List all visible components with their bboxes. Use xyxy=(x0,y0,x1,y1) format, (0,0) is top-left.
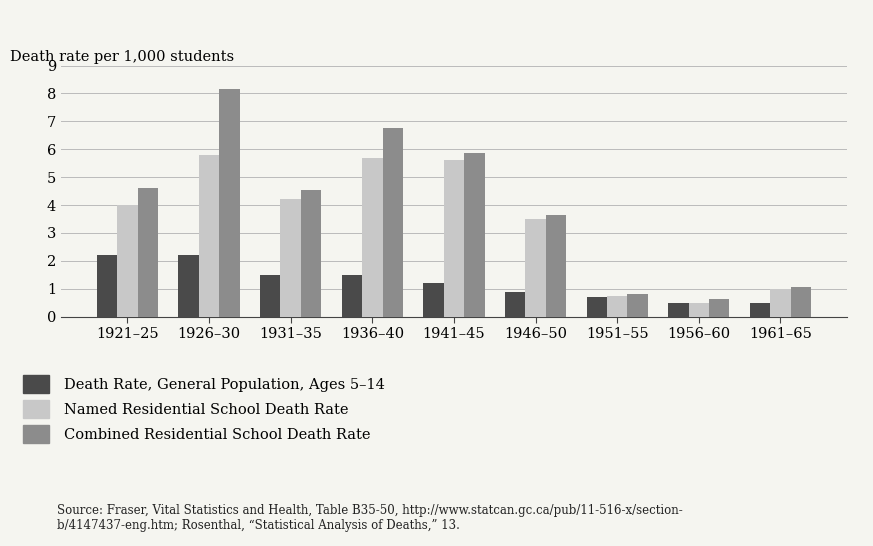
Bar xyxy=(750,302,770,317)
Bar xyxy=(362,158,382,317)
Text: Death rate per 1,000 students: Death rate per 1,000 students xyxy=(10,50,234,64)
Bar xyxy=(280,199,301,317)
Bar xyxy=(587,297,607,317)
Bar xyxy=(260,275,280,317)
Bar xyxy=(178,256,199,317)
Bar xyxy=(546,215,567,317)
Legend: Death Rate, General Population, Ages 5–14, Named Residential School Death Rate, : Death Rate, General Population, Ages 5–1… xyxy=(17,369,391,449)
Bar xyxy=(199,155,219,317)
Text: Source: Fraser, Vital Statistics and Health, Table B35-50, http://www.statcan.gc: Source: Fraser, Vital Statistics and Hea… xyxy=(57,505,683,532)
Bar xyxy=(607,296,628,317)
Bar xyxy=(628,294,648,317)
Bar xyxy=(138,188,158,317)
Bar xyxy=(423,283,443,317)
Bar xyxy=(526,219,546,317)
Bar xyxy=(301,189,321,317)
Bar xyxy=(505,292,526,317)
Bar xyxy=(770,289,791,317)
Bar xyxy=(117,205,138,317)
Bar xyxy=(689,302,709,317)
Bar xyxy=(382,128,403,317)
Bar xyxy=(709,299,730,317)
Bar xyxy=(443,161,464,317)
Bar xyxy=(219,89,240,317)
Bar xyxy=(464,153,485,317)
Bar xyxy=(97,256,117,317)
Bar xyxy=(341,275,362,317)
Bar xyxy=(791,287,811,317)
Bar xyxy=(668,302,689,317)
